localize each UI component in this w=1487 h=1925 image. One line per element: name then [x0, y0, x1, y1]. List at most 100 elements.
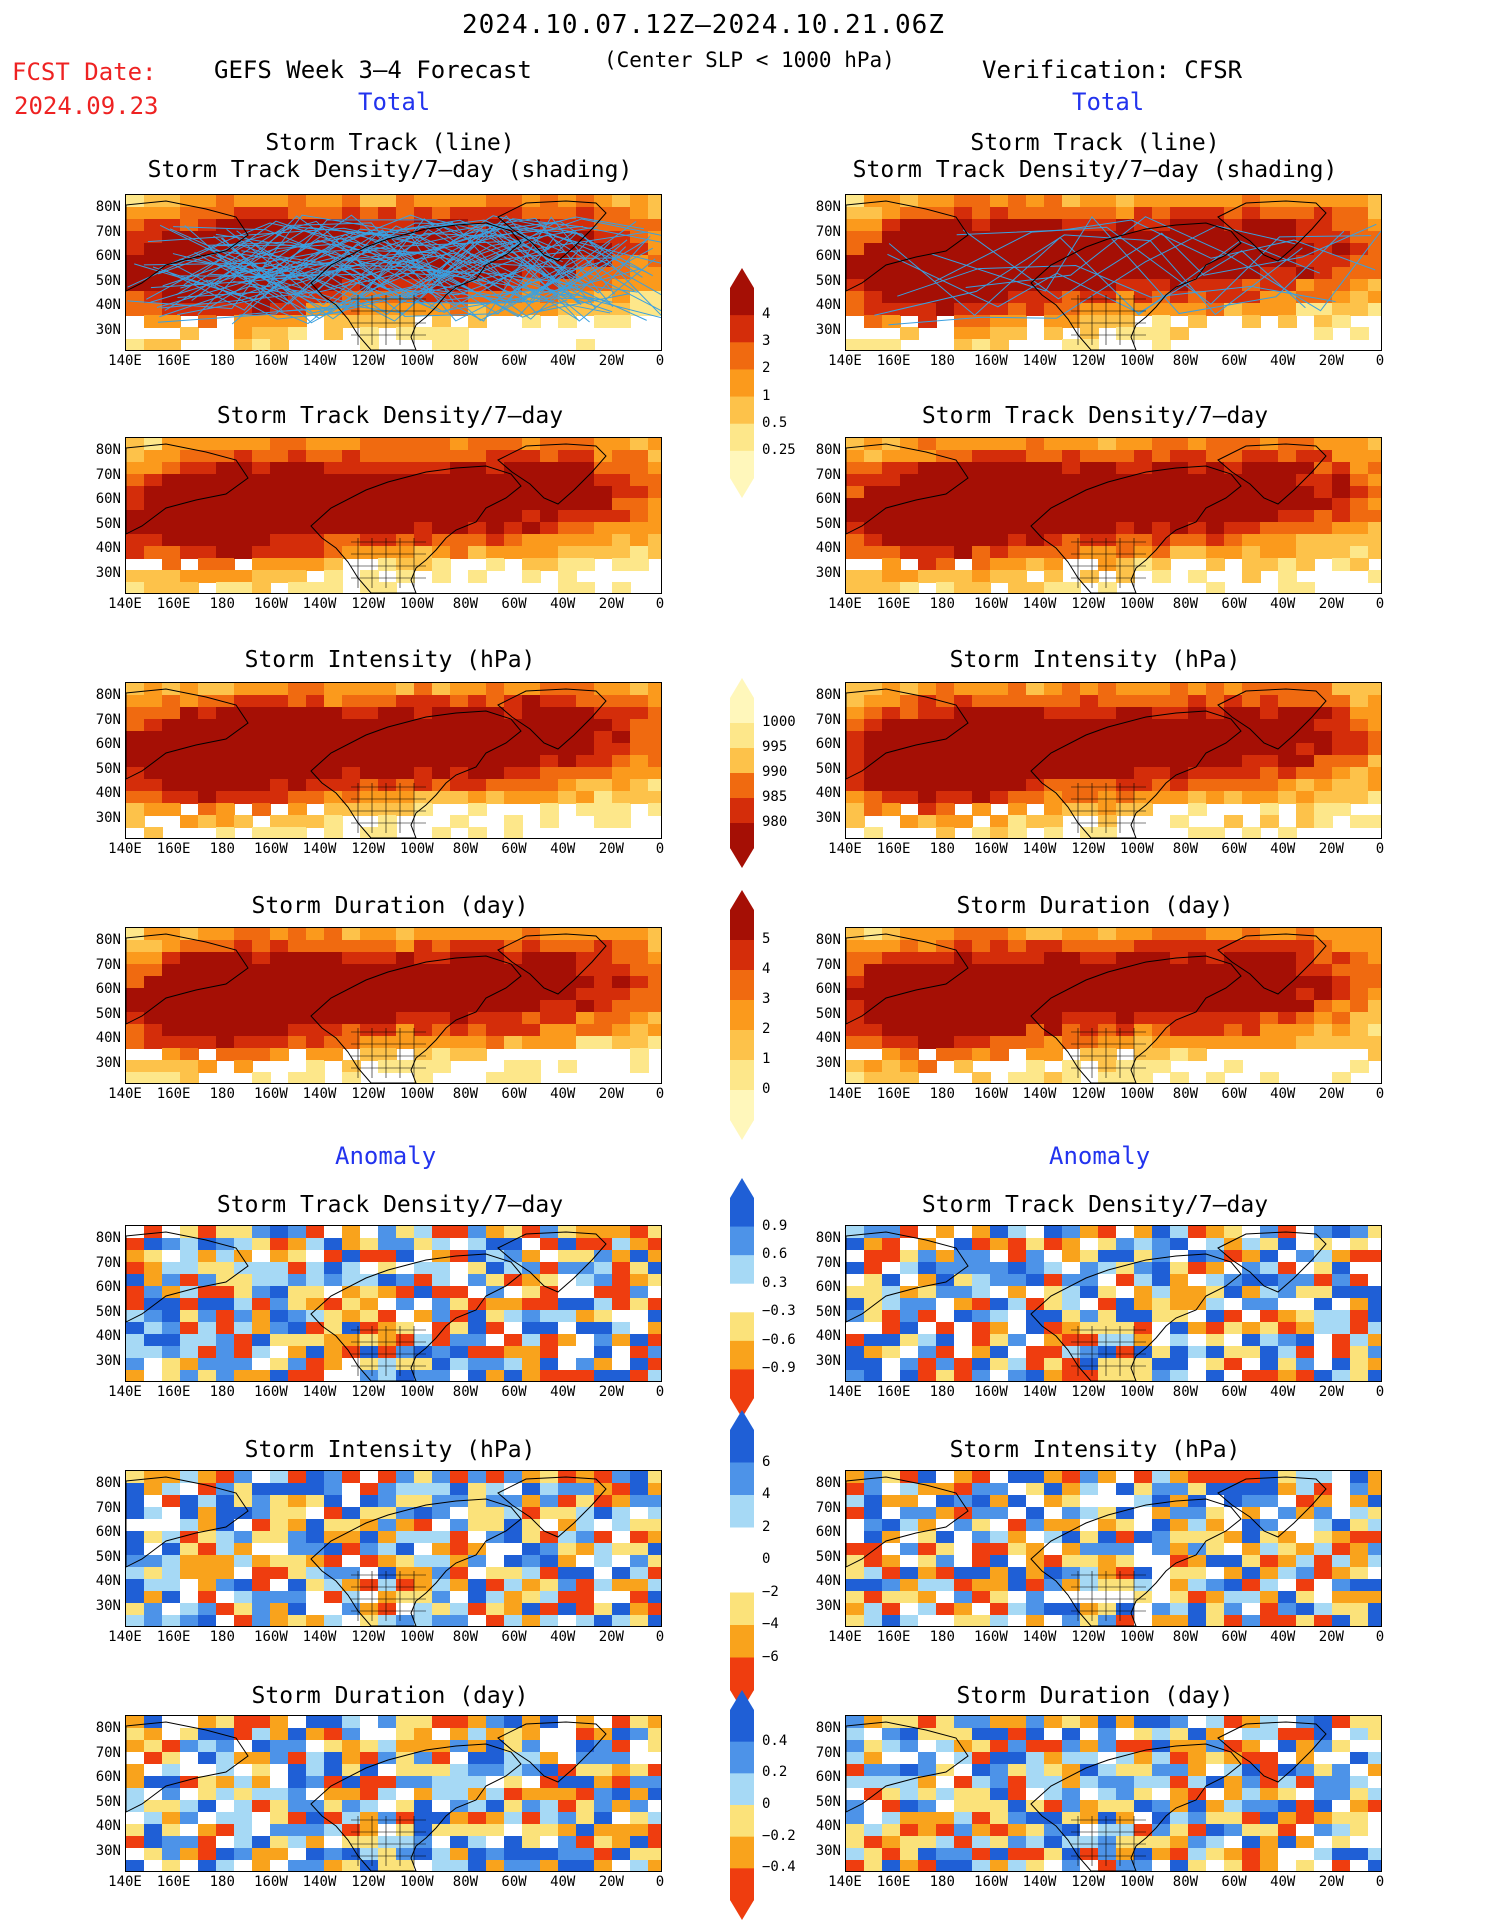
lon-tick-label: 120W [1071, 353, 1106, 369]
lon-tick-label: 40W [550, 1874, 576, 1890]
lat-tick-label: 70N [95, 1254, 121, 1271]
lon-tick-label: 40W [1270, 841, 1296, 857]
lat-tick-label: 60N [95, 248, 121, 264]
lon-tick-label: 100W [399, 596, 434, 612]
panel-title-density-anom-left: Storm Track Density/7–day [216, 1192, 564, 1218]
panel-title-density-shading-right: Storm Track Density/7–day (shading) [852, 157, 1338, 183]
lon-tick-label: 180 [209, 353, 235, 369]
colorbar-tick-label: 1 [762, 1051, 771, 1067]
lon-tick-label: 120W [1071, 1086, 1106, 1102]
lon-tick-label: 180 [929, 1384, 955, 1400]
map-field [126, 1471, 661, 1626]
lon-tick-label: 140E [828, 1086, 862, 1102]
lat-tick-label: 40N [95, 1573, 121, 1589]
lon-tick-label: 40W [550, 1384, 576, 1400]
map-field [126, 1226, 661, 1381]
lat-tick-label: 60N [95, 1279, 121, 1295]
lat-tick-label: 30N [95, 1597, 121, 1614]
lat-tick-label: 30N [815, 1597, 841, 1614]
map-intensity-forecast [125, 682, 662, 839]
lon-tick-label: 20W [598, 1086, 624, 1102]
lon-tick-label: 160E [876, 1629, 911, 1645]
lat-tick-label: 50N [815, 1005, 841, 1022]
lon-tick-label: 80W [452, 1086, 479, 1102]
lon-tick-label: 60W [1221, 1086, 1247, 1102]
lon-tick-label: 160E [156, 596, 191, 612]
lon-tick-label: 140E [108, 353, 142, 369]
lon-tick-label: 20W [1318, 1384, 1344, 1400]
lon-tick-label: 60W [501, 596, 527, 612]
lat-tick-label: 80N [95, 1230, 121, 1246]
lon-tick-label: 80W [1172, 841, 1199, 857]
lon-tick-label: 140W [1022, 1384, 1057, 1400]
lon-tick-label: 40W [1270, 1384, 1296, 1400]
lon-tick-label: 80W [1172, 1086, 1199, 1102]
colorbar-tick-label: 4 [762, 306, 771, 323]
lon-tick-label: 140E [108, 596, 142, 612]
left-total-label: Total [358, 88, 431, 116]
map-density-forecast [125, 437, 662, 594]
lon-tick-label: 160W [254, 841, 288, 857]
lat-tick-label: 40N [95, 1328, 121, 1344]
colorbar-tick-label: 980 [762, 814, 788, 830]
lon-tick-label: 20W [1318, 1874, 1344, 1890]
lon-tick-label: 140W [302, 841, 337, 857]
lat-tick-label: 80N [95, 199, 121, 215]
lat-tick-label: 30N [815, 1054, 841, 1071]
lon-tick-label: 140E [108, 1874, 142, 1890]
lon-tick-label: 180 [209, 841, 235, 857]
colorbar-tick-label: 0 [762, 1551, 771, 1567]
lon-tick-label: 160W [974, 841, 1008, 857]
lon-tick-label: 160E [876, 353, 911, 369]
lat-tick-label: 80N [815, 442, 841, 458]
map-duration-anom-forecast [125, 1715, 662, 1872]
lat-tick-label: 60N [95, 736, 121, 752]
right-anomaly-label: Anomaly [1049, 1142, 1151, 1170]
lon-tick-label: 60W [1221, 1629, 1247, 1645]
colorbar-tick-label: 2 [762, 360, 771, 377]
lat-tick-label: 60N [815, 1524, 841, 1540]
lat-tick-label: 50N [95, 515, 121, 532]
lon-tick-label: 120W [1071, 841, 1106, 857]
lat-tick-label: 60N [815, 981, 841, 997]
colorbar-tick-label: 4 [762, 1486, 771, 1502]
valid-period-title: 2024.10.07.12Z–2024.10.21.06Z [462, 10, 945, 40]
lat-tick-label: 30N [95, 321, 121, 338]
lon-tick-label: 0 [655, 1629, 665, 1645]
lon-tick-label: 20W [598, 841, 624, 857]
lon-tick-label: 100W [1119, 596, 1154, 612]
lon-tick-label: 160W [974, 596, 1008, 612]
lat-tick-label: 30N [815, 564, 841, 581]
lon-tick-label: 0 [655, 1086, 665, 1102]
lat-tick-label: 30N [95, 1054, 121, 1071]
lat-tick-label: 50N [95, 1005, 121, 1022]
map-density-verification [845, 437, 1382, 594]
lon-tick-label: 160E [156, 1629, 191, 1645]
lat-tick-label: 40N [815, 1030, 841, 1046]
lon-tick-label: 160W [254, 1629, 288, 1645]
lon-tick-label: 160W [974, 1629, 1008, 1645]
lon-tick-label: 160E [876, 1086, 911, 1102]
lat-tick-label: 70N [815, 1254, 841, 1271]
lat-tick-label: 80N [815, 932, 841, 948]
lat-tick-label: 60N [95, 1524, 121, 1540]
lat-tick-label: 60N [95, 981, 121, 997]
lon-tick-label: 80W [452, 1384, 479, 1400]
colorbar-tick-label: 990 [762, 764, 788, 780]
lon-tick-label: 20W [598, 1384, 624, 1400]
lat-tick-label: 40N [815, 297, 841, 313]
colorbar-density [730, 268, 754, 498]
lat-tick-label: 40N [95, 540, 121, 556]
colorbar-tick-label: 1 [762, 387, 771, 404]
lon-tick-label: 20W [1318, 353, 1344, 369]
colorbar-duration-anom [730, 1690, 754, 1920]
colorbar-intensity-anom [730, 1410, 754, 1710]
lon-tick-label: 20W [598, 1629, 624, 1645]
panel-title-density-anom-right: Storm Track Density/7–day [921, 1192, 1269, 1218]
lon-tick-label: 80W [452, 1629, 479, 1645]
lon-tick-label: 60W [1221, 841, 1247, 857]
lon-tick-label: 160W [974, 1384, 1008, 1400]
lat-tick-label: 40N [815, 1328, 841, 1344]
map-field [846, 928, 1381, 1083]
lon-tick-label: 140E [828, 1384, 862, 1400]
